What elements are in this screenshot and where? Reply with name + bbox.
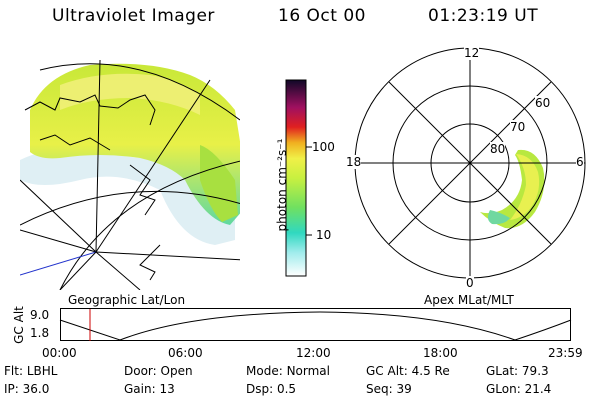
colorbar-tick-100: 100: [312, 140, 335, 154]
mlt-label-0: 0: [466, 276, 474, 290]
info-gc-alt: GC Alt: 4.5 Re: [366, 364, 450, 378]
info-ip: IP: 36.0: [4, 382, 50, 396]
info-seq: Seq: 39: [366, 382, 412, 396]
colorbar-unit-label: photon cm⁻²s⁻¹: [275, 138, 289, 232]
altitude-strip: [59, 308, 572, 341]
time-tick-0000: 00:00: [42, 346, 77, 360]
info-gain: Gain: 13: [124, 382, 175, 396]
date-label: 16 Oct 00: [278, 6, 366, 26]
colorbar-tick-10: 10: [316, 228, 332, 242]
mlt-label-6: 6: [576, 155, 584, 169]
altitude-tick-1-8: 1.8: [30, 326, 50, 340]
time-tick-1800: 18:00: [423, 346, 458, 360]
time-label: 01:23:19 UT: [428, 6, 539, 26]
time-tick-0600: 06:00: [168, 346, 203, 360]
info-flt: Flt: LBHL: [4, 364, 58, 378]
app-title: Ultraviolet Imager: [52, 6, 215, 26]
polar-panel-label: Apex MLat/MLT: [424, 293, 514, 307]
lat-label-60: 60: [535, 96, 551, 110]
altitude-ylabel: GC Alt: [12, 306, 26, 344]
info-glat: GLat: 79.3: [486, 364, 549, 378]
colorbar: [285, 79, 312, 277]
altitude-tick-9: 9.0: [30, 308, 50, 322]
geo-panel-label: Geographic Lat/Lon: [68, 293, 186, 307]
info-dsp: Dsp: 0.5: [246, 382, 297, 396]
mlt-label-12: 12: [464, 46, 480, 60]
time-tick-2359: 23:59: [548, 346, 583, 360]
time-tick-1200: 12:00: [296, 346, 331, 360]
info-door: Door: Open: [124, 364, 193, 378]
polar-plot: [354, 47, 586, 279]
lat-label-80: 80: [490, 142, 506, 156]
lat-label-70: 70: [510, 120, 526, 134]
info-mode: Mode: Normal: [246, 364, 330, 378]
mlt-label-18: 18: [346, 155, 362, 169]
geographic-image: [20, 59, 240, 290]
info-glon: GLon: 21.4: [486, 382, 552, 396]
